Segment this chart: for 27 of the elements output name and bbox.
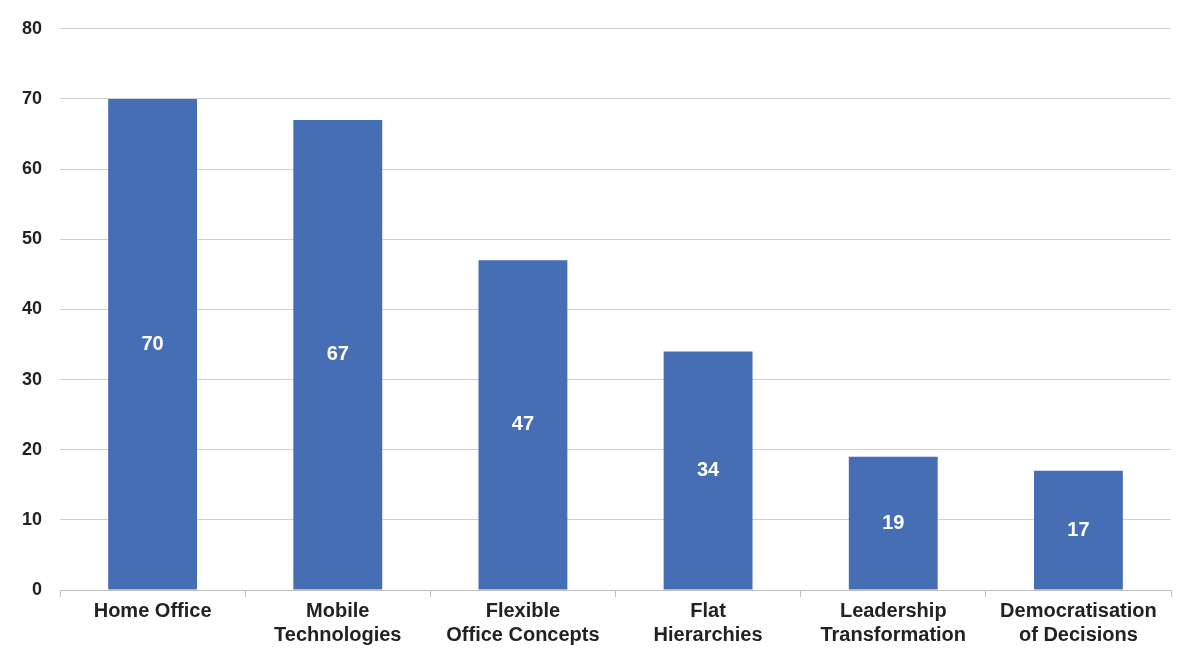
x-tick-label: Flat Hierarchies bbox=[653, 598, 763, 645]
y-tick-label: 50 bbox=[21, 228, 43, 249]
y-tick-label: 0 bbox=[32, 578, 43, 599]
bar bbox=[1033, 470, 1123, 590]
y-tick-label: 20 bbox=[21, 438, 43, 459]
data-label: 67 bbox=[326, 342, 349, 365]
x-tick-label: Home Office bbox=[93, 598, 212, 621]
bar bbox=[848, 456, 938, 590]
x-tick-label: Mobile Technologies bbox=[274, 598, 402, 645]
bar bbox=[478, 260, 568, 590]
data-label: 17 bbox=[1067, 517, 1090, 540]
x-tick-label: Leadership Transformation bbox=[820, 598, 967, 645]
data-label: 47 bbox=[511, 412, 535, 435]
data-label: 70 bbox=[141, 331, 164, 354]
y-tick-label: 30 bbox=[21, 368, 43, 389]
y-tick-label: 40 bbox=[21, 298, 43, 319]
bar bbox=[663, 351, 753, 590]
data-label: 19 bbox=[882, 510, 905, 533]
y-tick-label: 10 bbox=[21, 508, 43, 529]
x-tick-label: Democratisation of Decisions bbox=[1000, 598, 1157, 645]
bar bbox=[108, 98, 198, 590]
y-tick-label: 80 bbox=[21, 17, 43, 38]
data-label: 34 bbox=[696, 458, 721, 481]
bar bbox=[293, 120, 383, 590]
y-tick-label: 70 bbox=[21, 87, 43, 108]
y-tick-label: 60 bbox=[21, 158, 43, 179]
x-tick-label: Flexible Office Concepts bbox=[446, 598, 600, 645]
